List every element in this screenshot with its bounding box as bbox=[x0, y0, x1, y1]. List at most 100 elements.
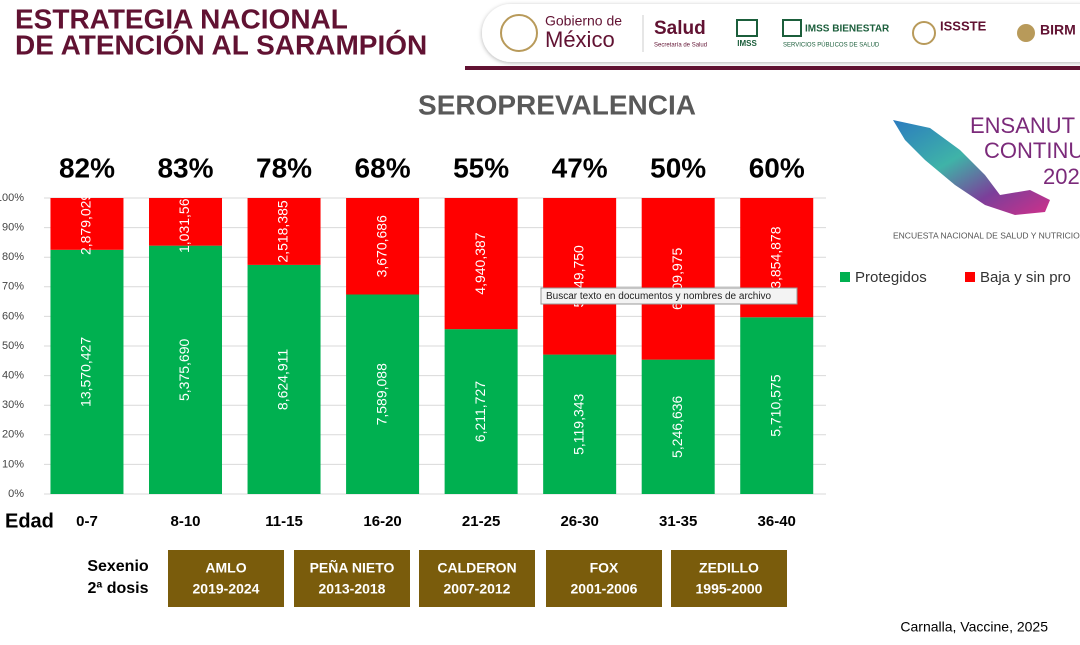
sexenio-label: Sexenio bbox=[87, 558, 149, 575]
y-tick-label: 10% bbox=[2, 458, 24, 470]
y-tick-label: 40% bbox=[2, 370, 24, 382]
value-label: 5,710,575 bbox=[767, 374, 783, 436]
logo-icon bbox=[736, 19, 758, 37]
value-label: 5,119,343 bbox=[570, 393, 586, 454]
value-label: 5,246,636 bbox=[669, 395, 685, 457]
x-tick-label: 36-40 bbox=[758, 513, 796, 530]
sexenio-box bbox=[419, 550, 535, 607]
value-label: 8,624,911 bbox=[275, 349, 291, 410]
value-label: 7,589,088 bbox=[373, 363, 389, 425]
percent-label: 78% bbox=[256, 152, 312, 183]
x-tick-label: 11-15 bbox=[265, 513, 303, 530]
percent-label: 50% bbox=[650, 152, 706, 183]
sexenio-text: 2019-2024 bbox=[193, 581, 260, 597]
tooltip: Buscar texto en documentos y nombres de … bbox=[540, 287, 798, 305]
y-tick-label: 50% bbox=[2, 340, 24, 352]
legend-label: Protegidos bbox=[855, 269, 927, 286]
x-tick-label: 26-30 bbox=[560, 513, 598, 530]
logo-icon bbox=[1017, 24, 1035, 42]
y-tick-label: 20% bbox=[2, 429, 24, 441]
sexenio-box bbox=[546, 550, 662, 607]
logo-text: SERVICIOS PÚBLICOS DE SALUD bbox=[783, 42, 880, 49]
tooltip-text: Buscar texto en documentos y nombres de … bbox=[546, 291, 772, 302]
bar-segment bbox=[444, 198, 518, 330]
logo-text: Salud bbox=[654, 18, 706, 39]
sexenio-text: 2013-2018 bbox=[319, 581, 386, 597]
bar-segment bbox=[641, 198, 715, 360]
bar-segment bbox=[247, 264, 321, 494]
percent-label: 82% bbox=[59, 152, 115, 183]
sexenio-box bbox=[671, 550, 787, 607]
x-axis-label: Edad bbox=[5, 510, 54, 532]
logo-text: BIRM bbox=[1040, 22, 1076, 38]
value-label: 13,570,427 bbox=[78, 337, 94, 407]
chart-title: SEROPREVALENCIA bbox=[418, 89, 696, 120]
ensanut-text: ENSANUT bbox=[970, 113, 1075, 138]
x-tick-label: 8-10 bbox=[170, 513, 200, 530]
sexenio-text: ZEDILLO bbox=[699, 560, 759, 576]
sexenio-text: FOX bbox=[590, 560, 619, 576]
logo-icon bbox=[912, 21, 936, 45]
bar-segment bbox=[444, 329, 518, 494]
y-tick-label: 80% bbox=[2, 251, 24, 263]
sexenio-text: PEÑA NIETO bbox=[310, 559, 395, 576]
source: Carnalla, Vaccine, 2025 bbox=[900, 619, 1048, 635]
x-tick-label: 21-25 bbox=[462, 513, 500, 530]
y-tick-label: 0% bbox=[8, 488, 24, 500]
percent-label: 55% bbox=[453, 152, 509, 183]
bar-segment bbox=[543, 198, 617, 355]
chart: 0% 10% 20% 30% 40% 50% 60% 70% 80% 90% 100% 13,570,… bbox=[0, 152, 1071, 607]
value-label: 1,031,569 bbox=[176, 190, 192, 252]
logo-icon bbox=[782, 19, 802, 37]
bar-segment bbox=[149, 245, 223, 494]
legend-label: Baja y sin pro bbox=[980, 269, 1071, 286]
percent-label: 47% bbox=[552, 152, 608, 183]
value-label: 3,670,686 bbox=[373, 215, 389, 277]
logo-text: ISSSTE bbox=[940, 18, 987, 33]
bar-segment bbox=[247, 198, 321, 265]
logo-text: Gobierno de bbox=[545, 13, 622, 29]
header-title: DE ATENCIÓN AL SARAMPIÓN bbox=[15, 29, 427, 60]
y-tick-label: 90% bbox=[2, 222, 24, 234]
logo-text: México bbox=[545, 27, 615, 52]
percent-label: 83% bbox=[157, 152, 213, 183]
value-label: 2,518,385 bbox=[275, 200, 291, 262]
x-tick-label: 31-35 bbox=[659, 513, 697, 530]
percent-label: 68% bbox=[355, 152, 411, 183]
logo-text: Secretaría de Salud bbox=[654, 43, 707, 49]
sexenio-text: 1995-2000 bbox=[696, 581, 763, 597]
logo-text: IMSS bbox=[737, 39, 757, 48]
percent-label: 60% bbox=[749, 152, 805, 183]
ensanut-text: ENCUESTA NACIONAL DE SALUD Y NUTRICIO bbox=[893, 230, 1080, 240]
sexenio-text: CALDERON bbox=[437, 560, 516, 576]
x-tick-label: 0-7 bbox=[76, 513, 98, 530]
bar-segment bbox=[346, 198, 420, 295]
bar-segment bbox=[740, 317, 814, 494]
bar-segment bbox=[149, 198, 223, 246]
header-rule bbox=[465, 66, 1080, 70]
sexenio-label: 2ª dosis bbox=[87, 580, 148, 597]
legend-swatch bbox=[840, 272, 850, 282]
x-tick-label: 16-20 bbox=[363, 513, 401, 530]
sexenio-text: 2007-2012 bbox=[444, 581, 511, 597]
value-label: 4,940,387 bbox=[472, 232, 488, 294]
bar-segment bbox=[50, 198, 124, 250]
value-label: 2,879,029 bbox=[78, 193, 94, 255]
sexenio-text: 2001-2006 bbox=[571, 581, 638, 597]
header-title: ESTRATEGIA NACIONAL bbox=[15, 3, 348, 34]
bar-segment bbox=[346, 294, 420, 494]
ensanut-map bbox=[893, 120, 1050, 215]
value-label: 5,375,690 bbox=[176, 338, 192, 400]
y-tick-label: 100% bbox=[0, 192, 24, 204]
logo-bar bbox=[482, 4, 1080, 62]
value-label: 3,854,878 bbox=[767, 226, 783, 288]
y-tick-label: 70% bbox=[2, 281, 24, 293]
sexenio-box bbox=[294, 550, 410, 607]
sexenio-box bbox=[168, 550, 284, 607]
sexenio-text: AMLO bbox=[205, 560, 246, 576]
legend-swatch bbox=[965, 272, 975, 282]
ensanut-text: CONTINUA bbox=[984, 138, 1080, 163]
value-label: 6,211,727 bbox=[472, 381, 488, 442]
logo-seal bbox=[500, 14, 538, 52]
